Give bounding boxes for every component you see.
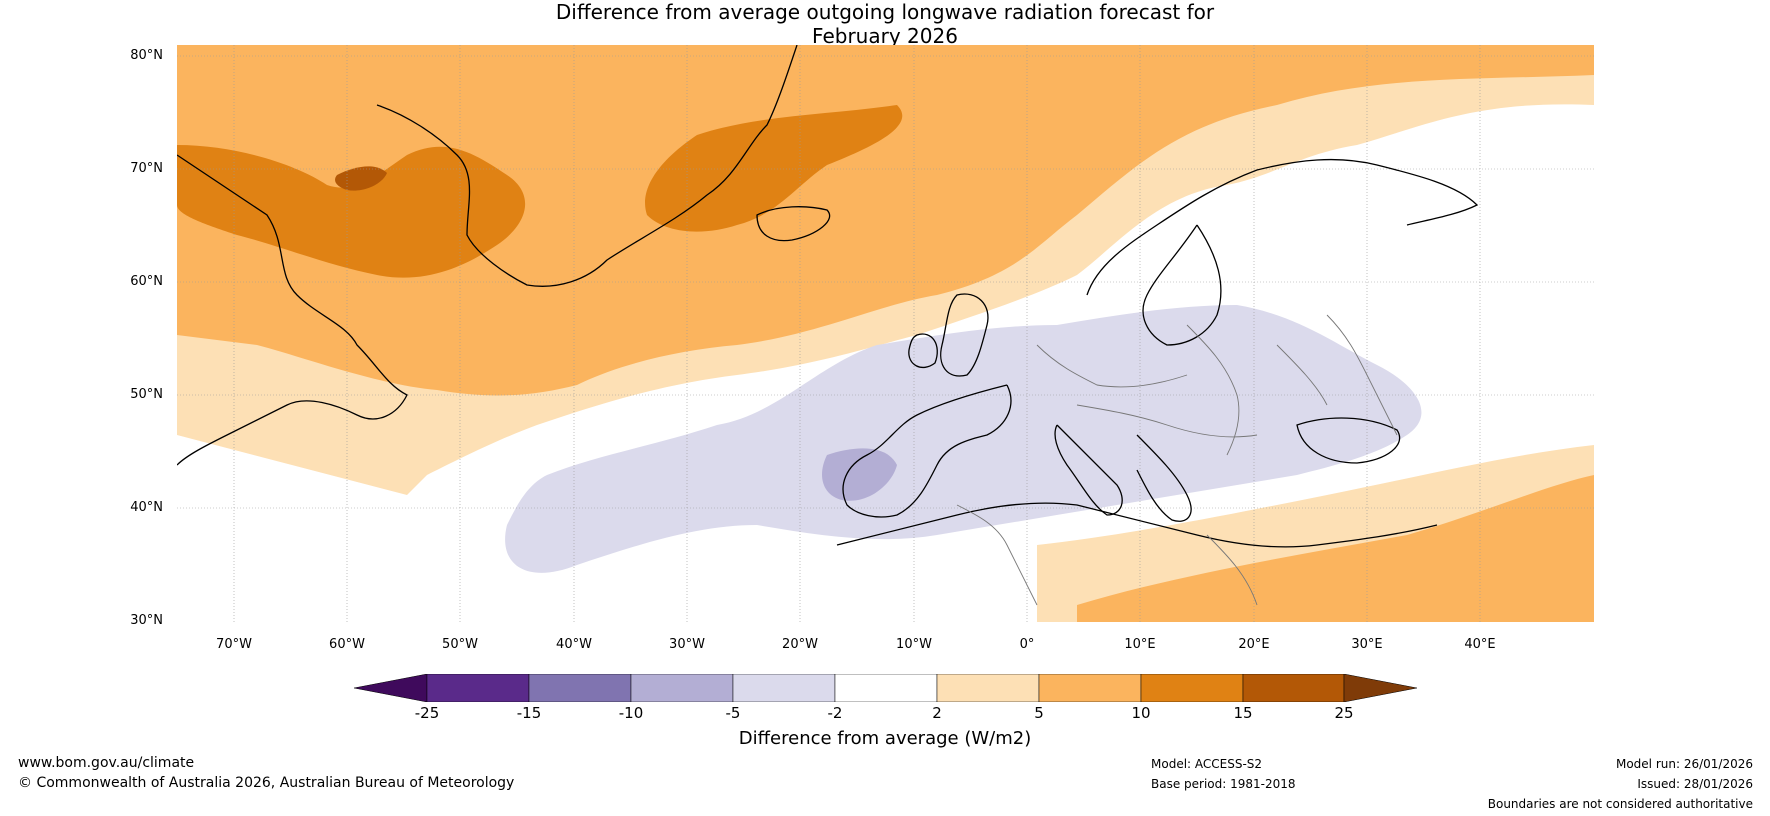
lon-label-50w: 50°W bbox=[442, 637, 478, 652]
colorbar-segment-1 bbox=[426, 674, 530, 702]
lat-label-50n: 50°N bbox=[130, 387, 163, 402]
footer-base-period: Base period: 1981-2018 bbox=[1151, 777, 1296, 791]
borders bbox=[956, 314, 1398, 606]
lat-label-70n: 70°N bbox=[130, 161, 163, 176]
contour-neg5-neg10 bbox=[822, 448, 897, 501]
cb-tick-neg5: -5 bbox=[725, 704, 741, 722]
lon-label-30e: 30°E bbox=[1351, 637, 1383, 652]
lon-label-40w: 40°W bbox=[556, 637, 592, 652]
lon-label-30w: 30°W bbox=[669, 637, 705, 652]
colorbar-segment-9 bbox=[1242, 674, 1345, 702]
lon-label-10e: 10°E bbox=[1124, 637, 1156, 652]
colorbar-label: Difference from average (W/m2) bbox=[738, 728, 1032, 749]
map-title: Difference from average outgoing longwav… bbox=[0, 0, 1770, 48]
lon-label-20w: 20°W bbox=[782, 637, 818, 652]
footer-issued: Issued: 28/01/2026 bbox=[1637, 777, 1753, 791]
footer-model-run: Model run: 26/01/2026 bbox=[1615, 757, 1753, 771]
cb-tick-5: 5 bbox=[1034, 704, 1044, 722]
anomaly-map bbox=[177, 45, 1594, 622]
lat-label-30n: 30°N bbox=[130, 613, 163, 628]
cb-tick-15: 15 bbox=[1233, 704, 1253, 722]
contour-neg2-neg5 bbox=[505, 305, 1422, 573]
colorbar-segment-7 bbox=[1038, 674, 1142, 702]
footer-disclaimer: Boundaries are not considered authoritat… bbox=[1487, 797, 1753, 811]
colorbar-segment-8 bbox=[1140, 674, 1244, 702]
colorbar-segment-3 bbox=[630, 674, 734, 702]
lon-label-70w: 70°W bbox=[216, 637, 252, 652]
cb-tick-neg10: -10 bbox=[618, 704, 644, 722]
colorbar-segment-6 bbox=[936, 674, 1040, 702]
footer-model: Model: ACCESS-S2 bbox=[1151, 757, 1263, 771]
coastlines bbox=[177, 45, 1479, 548]
lon-label-10w: 10°W bbox=[896, 637, 932, 652]
cb-tick-neg2: -2 bbox=[827, 704, 843, 722]
title-line-2: February 2026 bbox=[812, 24, 958, 48]
colorbar-segment-above bbox=[1343, 674, 1417, 702]
lat-label-40n: 40°N bbox=[130, 500, 163, 515]
contour-10-15-b bbox=[645, 105, 903, 232]
cb-tick-25: 25 bbox=[1334, 704, 1354, 722]
footer-website: www.bom.gov.au/climate bbox=[18, 755, 195, 771]
colorbar-segment-2 bbox=[528, 674, 632, 702]
contour-15-25 bbox=[335, 166, 387, 191]
lon-label-40e: 40°E bbox=[1464, 637, 1496, 652]
colorbar bbox=[354, 674, 1417, 702]
cb-tick-10: 10 bbox=[1131, 704, 1151, 722]
lon-label-60w: 60°W bbox=[329, 637, 365, 652]
lon-label-20e: 20°E bbox=[1238, 637, 1270, 652]
colorbar-segment-5 bbox=[834, 674, 938, 702]
contour-5-10 bbox=[177, 45, 1594, 396]
footer-copyright: © Commonwealth of Australia 2026, Austra… bbox=[18, 775, 515, 791]
contour-africa-5-10 bbox=[1077, 475, 1594, 622]
title-line-1: Difference from average outgoing longwav… bbox=[555, 0, 1215, 24]
cb-tick-2: 2 bbox=[932, 704, 942, 722]
colorbar-segment-4 bbox=[732, 674, 836, 702]
cb-tick-neg25: -25 bbox=[414, 704, 440, 722]
lat-label-80n: 80°N bbox=[130, 48, 163, 63]
lat-label-60n: 60°N bbox=[130, 274, 163, 289]
colorbar-segment-below bbox=[354, 674, 428, 702]
lon-label-0: 0° bbox=[1019, 637, 1035, 652]
cb-tick-neg15: -15 bbox=[516, 704, 542, 722]
map-panel bbox=[177, 45, 1594, 622]
contour-10-15-a bbox=[177, 145, 526, 278]
